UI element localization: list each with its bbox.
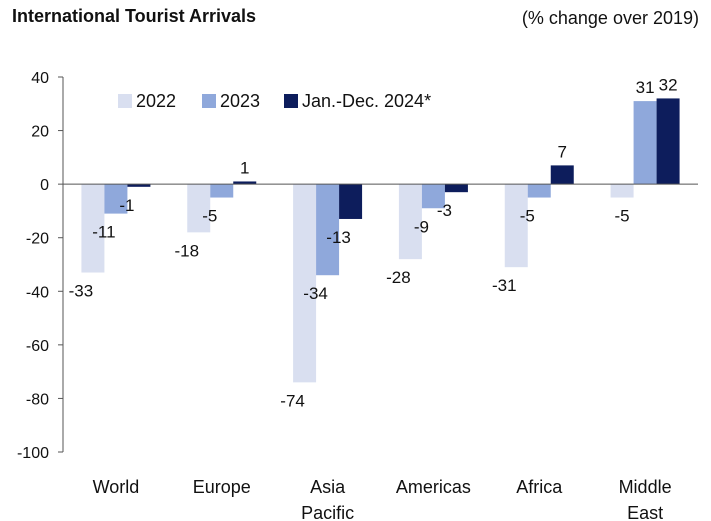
legend-label: Jan.-Dec. 2024* <box>302 91 431 111</box>
data-label: 32 <box>659 75 678 94</box>
chart-subtitle: (% change over 2019) <box>521 8 699 28</box>
data-label: -5 <box>520 207 535 226</box>
y-tick-label: -80 <box>26 391 49 408</box>
y-tick-label: -100 <box>17 445 49 462</box>
category-label: East <box>627 503 663 521</box>
category-label: Europe <box>193 477 251 497</box>
legend-swatch <box>202 94 216 108</box>
data-label: -3 <box>437 201 452 220</box>
legend-label: 2022 <box>136 91 176 111</box>
data-label: 31 <box>636 78 655 97</box>
category-label: Pacific <box>301 503 354 521</box>
data-label: -13 <box>326 228 351 247</box>
category-label: Middle <box>619 477 672 497</box>
bar <box>633 101 657 185</box>
category-label: World <box>93 477 140 497</box>
bar <box>527 184 551 198</box>
bar <box>444 184 468 193</box>
y-tick-label: -20 <box>26 231 49 248</box>
bar <box>339 184 363 219</box>
data-label: 7 <box>558 142 567 161</box>
y-tick-label: 40 <box>31 70 49 87</box>
chart-title: International Tourist Arrivals <box>12 6 257 26</box>
data-label: -11 <box>92 223 115 242</box>
legend-swatch <box>118 94 132 108</box>
legend-swatch <box>284 94 298 108</box>
bar <box>504 184 528 268</box>
y-tick-label: 0 <box>40 177 49 194</box>
legend-label: 2023 <box>220 91 260 111</box>
bar <box>233 181 257 185</box>
bar <box>398 184 422 260</box>
category-label: Africa <box>516 477 563 497</box>
data-label: -5 <box>615 207 630 226</box>
category-label: Asia <box>310 477 346 497</box>
bar <box>610 184 634 198</box>
bar <box>127 184 151 187</box>
data-label: -18 <box>174 241 199 260</box>
data-label: -31 <box>492 276 517 295</box>
bar <box>550 165 574 185</box>
bar <box>421 184 445 209</box>
bar <box>656 98 680 185</box>
bar <box>187 184 211 233</box>
y-tick-label: -40 <box>26 284 49 301</box>
bar <box>104 184 128 214</box>
bar <box>316 184 340 276</box>
data-label: -5 <box>202 207 217 226</box>
bar <box>210 184 234 198</box>
data-label: -33 <box>69 282 94 301</box>
data-label: -1 <box>119 196 134 215</box>
data-label: -34 <box>303 284 328 303</box>
data-label: -74 <box>280 391 305 410</box>
category-label: Americas <box>396 477 471 497</box>
y-tick-label: -60 <box>26 338 49 355</box>
data-label: 1 <box>240 158 249 177</box>
bar <box>81 184 105 273</box>
data-label: -28 <box>386 268 411 287</box>
y-tick-label: 20 <box>31 124 49 141</box>
data-label: -9 <box>414 217 429 236</box>
bar <box>293 184 317 383</box>
